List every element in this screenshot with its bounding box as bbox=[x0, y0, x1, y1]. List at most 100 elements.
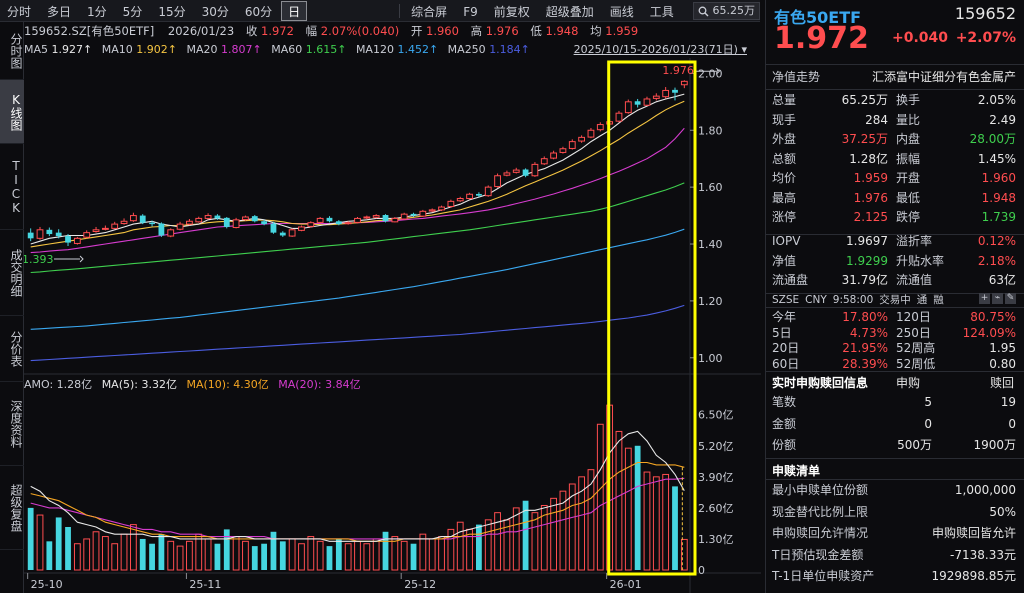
period-label: 250日 bbox=[896, 325, 931, 340]
super-overlay-button[interactable]: 超级叠加 bbox=[545, 4, 594, 19]
candle-body bbox=[475, 193, 482, 196]
candle-body bbox=[326, 217, 333, 222]
kline-chart[interactable]: 2.00 1.80 1.60 1.40 1.20 1.00 6.50亿 5.20亿 3.90亿 2… bbox=[24, 22, 761, 593]
draw-line-button[interactable]: 画线 bbox=[609, 4, 634, 19]
candle-body bbox=[568, 141, 576, 149]
volume-bar bbox=[466, 528, 473, 571]
volume-bar bbox=[120, 533, 128, 571]
quote-value: 2.49 bbox=[989, 112, 1016, 127]
meta-status2: 通 bbox=[916, 294, 928, 306]
candle-body bbox=[251, 216, 258, 222]
volume-bar bbox=[494, 512, 501, 571]
subscription-col-redeem: 赎回 bbox=[989, 376, 1014, 390]
quote-label: 涨停 bbox=[772, 210, 797, 224]
sidebar-item-kline[interactable]: K线图 bbox=[0, 80, 24, 144]
subscription-row: 笔数 5 19 bbox=[772, 392, 1016, 413]
ma10-value: 1.902↑ bbox=[136, 43, 177, 56]
sidebar-item-trade-detail[interactable]: 成交明细 bbox=[0, 230, 24, 316]
volume-bar bbox=[596, 423, 604, 571]
tab-daily[interactable]: 日 bbox=[281, 0, 308, 21]
period-value: 1.95 bbox=[989, 341, 1016, 355]
volume-tick-label: 0 bbox=[698, 564, 705, 577]
sidebar-item-depth-data[interactable]: 深度资料 bbox=[0, 382, 24, 466]
volume-bar bbox=[251, 546, 258, 570]
volume-tick-label: 5.20亿 bbox=[698, 440, 734, 453]
tab-60min[interactable]: 60分 bbox=[244, 4, 273, 19]
candle-body bbox=[139, 215, 146, 223]
forward-adjust-button[interactable]: 前复权 bbox=[493, 4, 530, 19]
candle-body bbox=[438, 206, 445, 211]
kline-chart-area: 159652.SZ[有色50ETF] 2026/01/23 收 1.972 幅 … bbox=[24, 22, 761, 593]
list-row: 最小申赎单位份额 1,000,000 bbox=[772, 480, 1016, 501]
quote-row: 涨停 2.125 跌停 1.739 bbox=[772, 207, 1016, 228]
candle-body bbox=[400, 213, 408, 220]
volume-bar bbox=[55, 517, 62, 570]
candle-body bbox=[204, 215, 212, 219]
date-tick-label: 25-12 bbox=[404, 578, 436, 591]
close-value: 1.972 bbox=[261, 24, 294, 38]
tab-30min[interactable]: 30分 bbox=[201, 4, 229, 19]
chevron-down-icon: ▾ bbox=[741, 43, 747, 56]
volume-bar bbox=[550, 497, 557, 571]
price-tick-label: 1.80 bbox=[698, 124, 723, 137]
price-change-pct: +2.07% bbox=[955, 30, 1016, 46]
candle-body bbox=[111, 223, 119, 229]
sidebar-item-tick[interactable]: TICK bbox=[0, 144, 24, 230]
open-value: 1.960 bbox=[426, 24, 459, 38]
quote-value: 1.960 bbox=[981, 171, 1016, 185]
tab-5min[interactable]: 5分 bbox=[122, 4, 143, 19]
list-label: T-1日单位申赎资产 bbox=[772, 569, 875, 583]
volume-bar bbox=[73, 543, 81, 571]
search-box[interactable]: 65.25万 bbox=[692, 2, 760, 20]
quote-label: 最高 bbox=[772, 190, 797, 205]
date-range-selector[interactable]: 2025/10/15-2026/01/23(71日) ▾ bbox=[574, 41, 747, 57]
sidebar-item-super-review[interactable]: 超级复盘 bbox=[0, 466, 24, 550]
pencil-icon[interactable]: ✎ bbox=[1005, 293, 1016, 304]
quote-label: 溢折率 bbox=[896, 234, 933, 248]
tab-multiday[interactable]: 多日 bbox=[47, 4, 72, 19]
candle-body bbox=[232, 219, 240, 229]
volume-tick-label: 6.50亿 bbox=[698, 409, 734, 422]
list-value: 1929898.85元 bbox=[931, 569, 1016, 583]
candle-body bbox=[335, 221, 342, 225]
change-label: 幅 bbox=[305, 24, 318, 38]
quote-value: 31.79亿 bbox=[841, 273, 888, 287]
subscription-label: 份额 bbox=[772, 438, 797, 452]
composite-screen-button[interactable]: 综合屏 bbox=[411, 4, 448, 19]
meta-time: 9:58:00 bbox=[832, 294, 874, 306]
link-icon[interactable]: ⌁ bbox=[992, 293, 1003, 304]
quote-value: 1.948 bbox=[981, 190, 1016, 205]
nav-row[interactable]: 净值走势 汇添富中证细分有色金属产 bbox=[772, 67, 1016, 88]
arrow-right-icon bbox=[79, 255, 84, 263]
quote-value: 1.959 bbox=[853, 171, 888, 185]
volume-bar bbox=[195, 533, 203, 571]
tab-1min[interactable]: 1分 bbox=[87, 4, 107, 19]
candle-body bbox=[643, 98, 651, 106]
quote-label: 跌停 bbox=[896, 210, 921, 224]
candle-body bbox=[316, 217, 324, 223]
arrow-right-icon bbox=[715, 67, 721, 75]
quote-value: 284 bbox=[865, 112, 888, 127]
volume-bar bbox=[634, 445, 641, 570]
sidebar-item-price-table[interactable]: 分价表 bbox=[0, 316, 24, 382]
volume-bar bbox=[232, 536, 240, 571]
price-tick-label: 1.40 bbox=[698, 238, 723, 251]
candle-body bbox=[494, 175, 501, 188]
quote-label: 流通值 bbox=[896, 273, 933, 287]
quote-label: 开盘 bbox=[896, 171, 921, 185]
security-name: 有色50ETF bbox=[774, 8, 862, 27]
tab-minute[interactable]: 分时 bbox=[7, 4, 32, 19]
ma250-line bbox=[30, 304, 685, 362]
candle-body bbox=[662, 89, 670, 98]
tab-15min[interactable]: 15分 bbox=[158, 4, 186, 19]
sidebar-item-timeshare[interactable]: 分时图 bbox=[0, 22, 24, 80]
fund-full-name: 汇添富中证细分有色金属产 bbox=[871, 70, 1016, 84]
f9-button[interactable]: F9 bbox=[463, 4, 478, 19]
tools-button[interactable]: 工具 bbox=[649, 4, 674, 19]
candle-body bbox=[270, 223, 277, 233]
avg-value: 1.959 bbox=[605, 24, 639, 38]
period-value: 0.80 bbox=[989, 356, 1016, 371]
divider bbox=[766, 479, 1024, 480]
plus-icon[interactable]: + bbox=[979, 293, 990, 304]
volume-bar bbox=[531, 512, 539, 571]
